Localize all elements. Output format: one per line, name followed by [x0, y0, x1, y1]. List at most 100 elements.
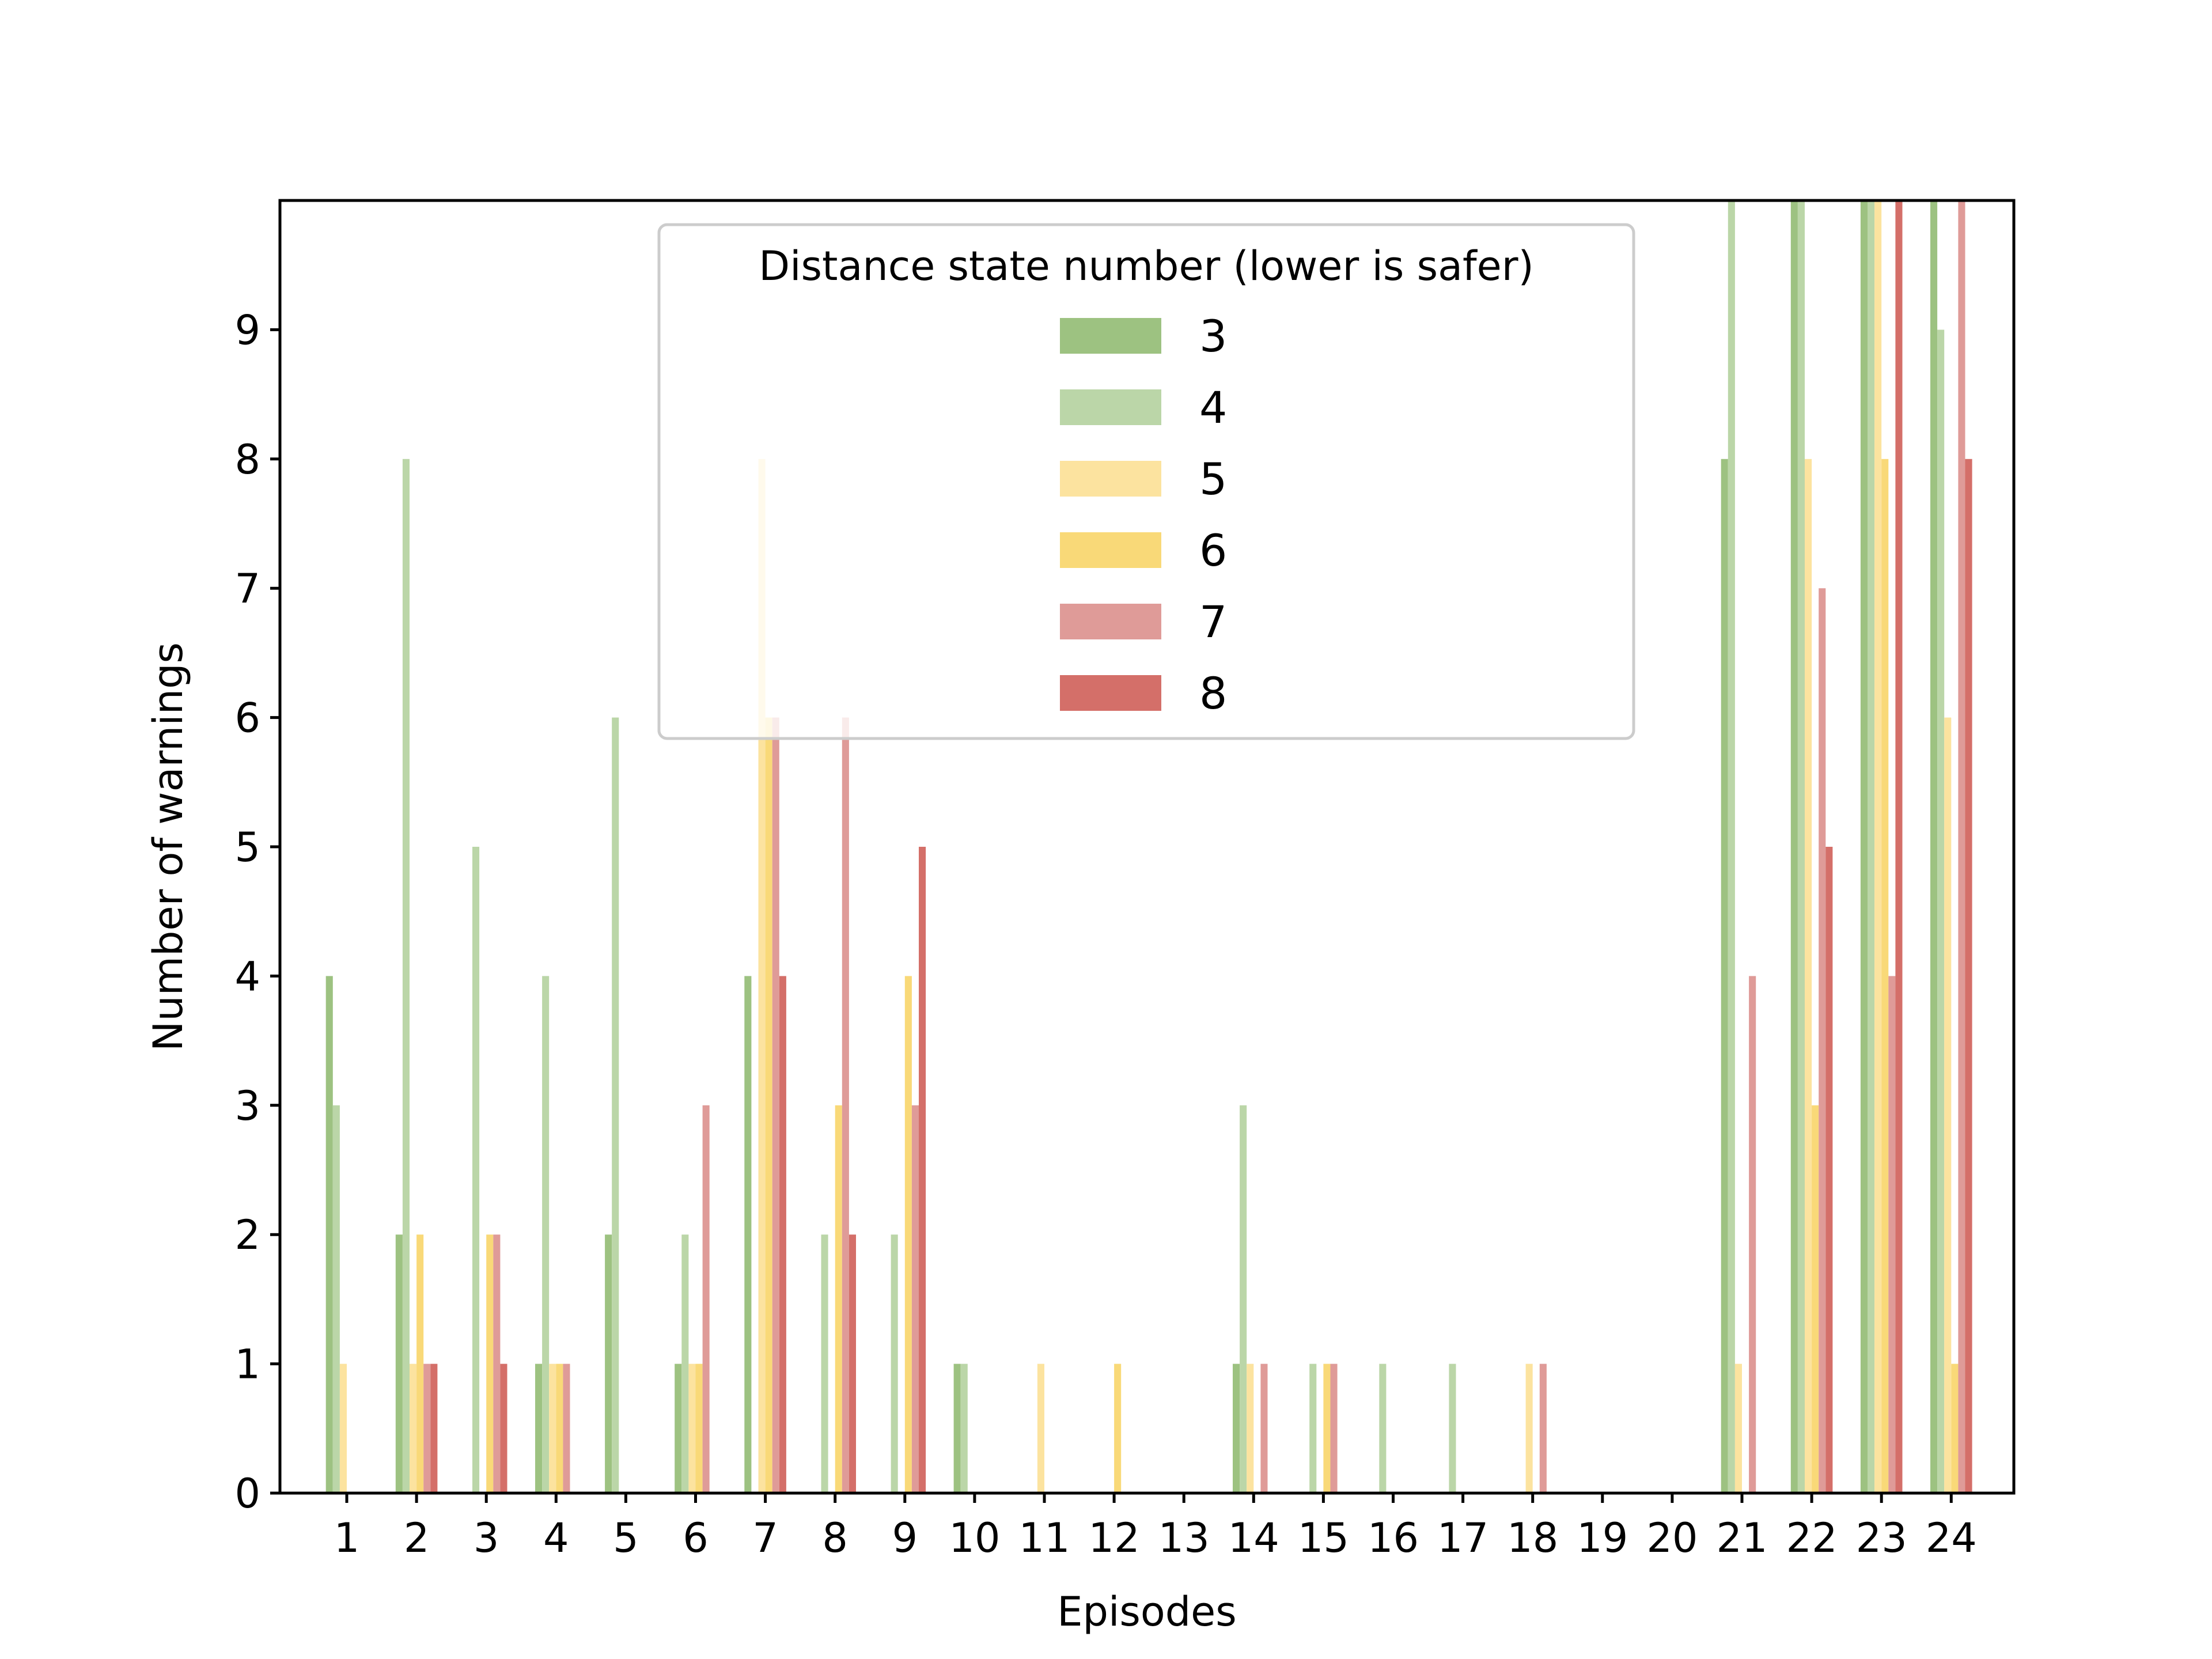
x-tick-label: 24 — [1926, 1514, 1977, 1562]
bar-series-6-episode-24 — [1951, 1363, 1959, 1493]
bar-series-6-episode-6 — [695, 1363, 703, 1493]
bar-series-7-episode-23 — [1888, 976, 1896, 1493]
bar-series-6-episode-15 — [1323, 1363, 1331, 1493]
x-tick-label: 6 — [683, 1514, 709, 1562]
legend-label-5: 5 — [1199, 453, 1227, 505]
bars-layer — [325, 200, 1972, 1494]
x-tick-label: 5 — [613, 1514, 639, 1562]
bar-series-4-episode-9 — [891, 1234, 898, 1493]
bar-series-7-episode-14 — [1260, 1363, 1268, 1493]
bar-series-5-episode-21 — [1734, 1363, 1742, 1493]
bar-series-4-episode-17 — [1449, 1363, 1456, 1493]
legend-swatch-6 — [1060, 532, 1161, 568]
bar-series-5-episode-23 — [1874, 200, 1882, 1493]
legend-label-8: 8 — [1199, 668, 1227, 719]
bar-series-3-episode-1 — [325, 976, 333, 1493]
bar-series-4-episode-16 — [1379, 1363, 1387, 1493]
bar-series-7-episode-24 — [1958, 200, 1965, 1493]
bar-series-4-episode-2 — [402, 459, 410, 1493]
bar-series-4-episode-14 — [1240, 1105, 1247, 1493]
bar-series-7-episode-21 — [1749, 976, 1756, 1493]
y-tick-label: 1 — [234, 1341, 260, 1388]
y-tick-label: 9 — [234, 306, 260, 354]
bar-series-3-episode-4 — [535, 1363, 543, 1493]
bar-series-4-episode-5 — [612, 717, 619, 1493]
legend-title: Distance state number (lower is safer) — [759, 243, 1534, 290]
legend-swatch-8 — [1060, 675, 1161, 711]
x-tick-label: 21 — [1716, 1514, 1767, 1562]
bar-series-6-episode-23 — [1881, 459, 1889, 1493]
bar-series-3-episode-10 — [953, 1363, 961, 1493]
x-axis-label: Episodes — [1057, 1588, 1236, 1635]
y-tick-label: 5 — [234, 824, 260, 871]
bar-series-5-episode-11 — [1037, 1363, 1044, 1493]
y-tick-label: 7 — [234, 565, 260, 612]
bar-series-7-episode-9 — [911, 1105, 919, 1493]
bar-series-7-episode-4 — [563, 1363, 570, 1493]
legend-label-7: 7 — [1199, 596, 1227, 647]
legend-label-3: 3 — [1199, 310, 1227, 362]
bar-series-3-episode-2 — [395, 1234, 403, 1493]
bar-series-8-episode-22 — [1825, 847, 1833, 1493]
bar-series-5-episode-24 — [1944, 717, 1952, 1493]
x-tick-label: 18 — [1507, 1514, 1558, 1562]
bar-series-4-episode-21 — [1728, 200, 1735, 1493]
legend-swatch-4 — [1060, 389, 1161, 425]
legend-swatch-7 — [1060, 604, 1161, 639]
bar-series-5-episode-2 — [410, 1363, 417, 1493]
bar-series-6-episode-22 — [1812, 1105, 1819, 1493]
y-tick-label: 0 — [234, 1470, 260, 1517]
bar-series-8-episode-2 — [430, 1363, 438, 1493]
bar-series-5-episode-22 — [1805, 459, 1812, 1493]
y-tick-label: 6 — [234, 695, 260, 742]
x-tick-label: 19 — [1577, 1514, 1628, 1562]
bar-series-4-episode-23 — [1868, 200, 1875, 1493]
bar-series-4-episode-24 — [1937, 329, 1945, 1493]
bar-series-6-episode-4 — [556, 1363, 563, 1493]
bar-series-3-episode-6 — [675, 1363, 682, 1493]
bar-series-5-episode-14 — [1247, 1363, 1254, 1493]
bar-series-3-episode-14 — [1233, 1363, 1240, 1493]
bar-series-4-episode-22 — [1797, 200, 1805, 1493]
y-tick-label: 2 — [234, 1211, 260, 1259]
x-tick-label: 14 — [1228, 1514, 1279, 1562]
bar-series-5-episode-6 — [688, 1363, 696, 1493]
bar-series-6-episode-12 — [1114, 1363, 1122, 1493]
bar-series-8-episode-7 — [779, 976, 786, 1493]
bar-series-3-episode-23 — [1860, 200, 1868, 1493]
x-tick-label: 9 — [892, 1514, 918, 1562]
bar-series-8-episode-9 — [919, 847, 926, 1493]
bar-series-4-episode-1 — [332, 1105, 340, 1493]
x-tick-label: 2 — [404, 1514, 430, 1562]
bar-series-4-episode-15 — [1309, 1363, 1317, 1493]
bar-series-7-episode-6 — [702, 1105, 710, 1493]
bar-series-6-episode-3 — [486, 1234, 494, 1493]
bar-series-8-episode-24 — [1965, 459, 1972, 1493]
legend-swatch-3 — [1060, 318, 1161, 354]
bar-series-8-episode-23 — [1895, 200, 1903, 1493]
bar-series-4-episode-4 — [542, 976, 550, 1493]
x-tick-label: 13 — [1158, 1514, 1210, 1562]
bar-series-3-episode-7 — [744, 976, 752, 1493]
bar-series-7-episode-7 — [772, 717, 779, 1493]
bar-series-7-episode-3 — [493, 1234, 501, 1493]
y-tick-label: 3 — [234, 1082, 260, 1130]
bar-series-3-episode-22 — [1790, 200, 1798, 1493]
bar-series-4-episode-8 — [821, 1234, 828, 1493]
y-axis: 0 1 2 3 4 5 6 7 8 9 — [234, 306, 280, 1517]
x-tick-label: 22 — [1786, 1514, 1838, 1562]
x-tick-label: 8 — [822, 1514, 848, 1562]
bar-series-6-episode-8 — [835, 1105, 842, 1493]
bar-series-3-episode-21 — [1721, 459, 1728, 1493]
x-tick-label: 17 — [1437, 1514, 1488, 1562]
x-tick-label: 4 — [543, 1514, 569, 1562]
bar-series-7-episode-22 — [1819, 588, 1826, 1494]
bar-series-5-episode-18 — [1525, 1363, 1533, 1493]
x-tick-label: 15 — [1298, 1514, 1349, 1562]
bar-series-3-episode-24 — [1930, 200, 1938, 1493]
bar-series-7-episode-15 — [1330, 1363, 1338, 1493]
x-tick-label: 20 — [1646, 1514, 1698, 1562]
x-tick-label: 7 — [752, 1514, 778, 1562]
bar-series-5-episode-1 — [339, 1363, 347, 1493]
legend: Distance state number (lower is safer) 3… — [657, 223, 1635, 740]
